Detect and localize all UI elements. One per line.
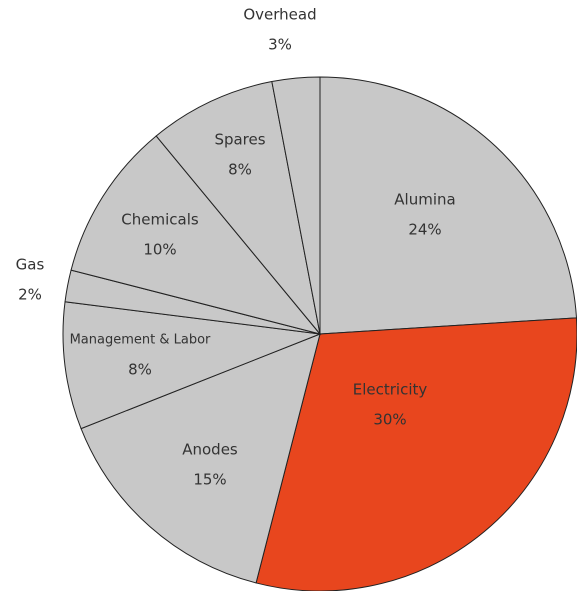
slice-label: Spares	[214, 131, 265, 149]
slice-label: Chemicals	[121, 211, 199, 229]
pie-slice	[80, 333, 321, 584]
pie-slice	[70, 135, 322, 335]
pie-slice	[155, 80, 321, 335]
pie-slice	[271, 76, 321, 335]
slice-value-label: 24%	[408, 221, 441, 239]
slice-value-label: 3%	[268, 36, 292, 54]
slice-label: Anodes	[182, 441, 238, 459]
slice-label: Gas	[16, 256, 45, 274]
slice-value-label: 10%	[143, 241, 176, 259]
pie-slice	[319, 76, 577, 335]
slice-value-label: 8%	[128, 361, 152, 379]
slice-value-label: 15%	[193, 471, 226, 489]
slice-label: Electricity	[353, 381, 428, 399]
slice-label: Alumina	[394, 191, 455, 209]
slice-label: Management & Labor	[70, 333, 211, 348]
pie-slice	[62, 301, 321, 430]
slice-value-label: 2%	[18, 286, 42, 304]
slice-value-label: 30%	[373, 411, 406, 429]
slice-label: Overhead	[243, 6, 316, 24]
slice-value-label: 8%	[228, 161, 252, 179]
